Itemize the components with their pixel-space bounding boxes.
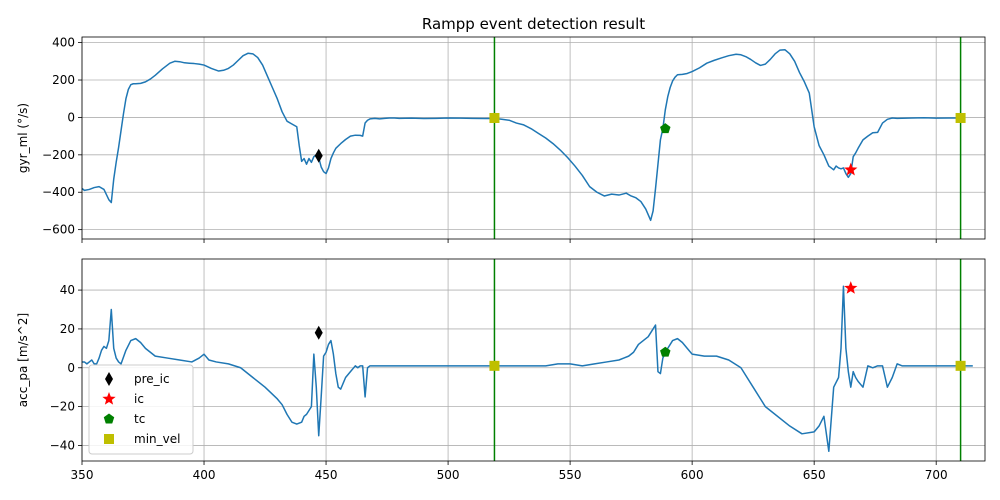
legend-frame	[88, 364, 194, 455]
series-line	[82, 285, 973, 453]
x-tick-label: 400	[193, 468, 216, 482]
y-axis-label: acc_pa [m/s^2]	[16, 313, 30, 407]
panel-gyr-ml: 400 200 0 −200 −400 −600 gyr_ml (°/s)	[16, 36, 986, 243]
x-tick-label: 650	[803, 468, 826, 482]
marker-ic	[844, 162, 858, 176]
y-tick-label: 400	[52, 36, 75, 50]
legend-marker-ic	[102, 392, 116, 405]
x-tick-label: 350	[71, 468, 94, 482]
y-tick-label: −40	[50, 438, 75, 452]
y-tick-label: −200	[42, 148, 75, 162]
y-tick-label: 0	[67, 110, 75, 124]
y-tick-label: −600	[42, 223, 75, 237]
marker-ic	[844, 281, 858, 294]
y-tick-label: −400	[42, 185, 75, 199]
axes-frame	[81, 258, 986, 462]
legend-marker-tc	[103, 413, 115, 424]
marker-min-vel	[489, 112, 500, 123]
legend-label: ic	[134, 392, 144, 406]
x-tick-label: 450	[315, 468, 338, 482]
y-tick-label: −20	[50, 400, 75, 414]
series-line	[82, 48, 961, 222]
grid	[81, 37, 985, 239]
y-tick-label: 0	[67, 361, 75, 375]
marker-pre-ic	[314, 325, 323, 340]
chart-title: Rampp event detection result	[422, 15, 645, 33]
marker-min-vel	[955, 112, 966, 123]
y-axis-label: gyr_ml (°/s)	[16, 103, 30, 173]
marker-tc	[660, 123, 671, 134]
legend-label: min_vel	[134, 432, 180, 446]
x-tick-label: 550	[559, 468, 582, 482]
y-tick-label: 40	[60, 283, 75, 297]
panel-acc-pa: 40 20 0 −20 −40 350 400 450 500 550 600 650 700 acc_p…	[16, 258, 986, 482]
x-tick-label: 700	[925, 468, 948, 482]
axes-frame	[81, 36, 986, 240]
x-tick-label: 600	[681, 468, 704, 482]
legend-label: tc	[134, 412, 145, 426]
marker-min-vel	[955, 360, 966, 371]
marker-min-vel	[489, 360, 500, 371]
marker-pre-ic	[314, 148, 323, 163]
x-tick-label: 500	[437, 468, 460, 482]
marker-tc	[660, 346, 671, 357]
legend-marker-min-vel	[104, 434, 114, 444]
legend-marker-pre-ic	[105, 372, 113, 386]
legend-label: pre_ic	[134, 372, 170, 386]
y-tick-label: 20	[60, 322, 75, 336]
y-tick-label: 200	[52, 73, 75, 87]
